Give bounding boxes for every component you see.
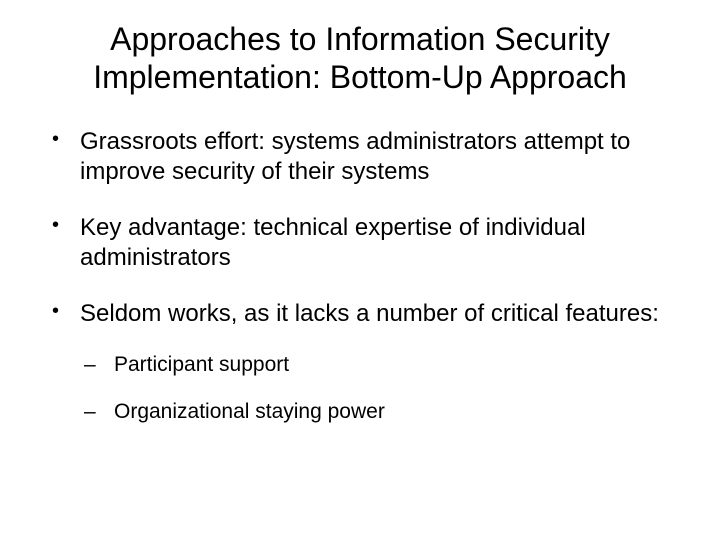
slide-title: Approaches to Information Security Imple… — [40, 20, 680, 97]
sub-bullet-item: Participant support — [80, 351, 680, 378]
bullet-text: Key advantage: technical expertise of in… — [80, 214, 586, 271]
sub-bullet-item: Organizational staying power — [80, 398, 680, 425]
bullet-text: Seldom works, as it lacks a number of cr… — [80, 300, 659, 327]
sub-bullet-list: Participant support Organizational stayi… — [80, 351, 680, 426]
bullet-text: Grassroots effort: systems administrator… — [80, 128, 630, 185]
sub-bullet-text: Organizational staying power — [114, 400, 385, 423]
bullet-item: Key advantage: technical expertise of in… — [40, 213, 680, 273]
sub-bullet-text: Participant support — [114, 353, 289, 376]
bullet-item: Seldom works, as it lacks a number of cr… — [40, 299, 680, 426]
bullet-item: Grassroots effort: systems administrator… — [40, 127, 680, 187]
bullet-list: Grassroots effort: systems administrator… — [40, 127, 680, 426]
